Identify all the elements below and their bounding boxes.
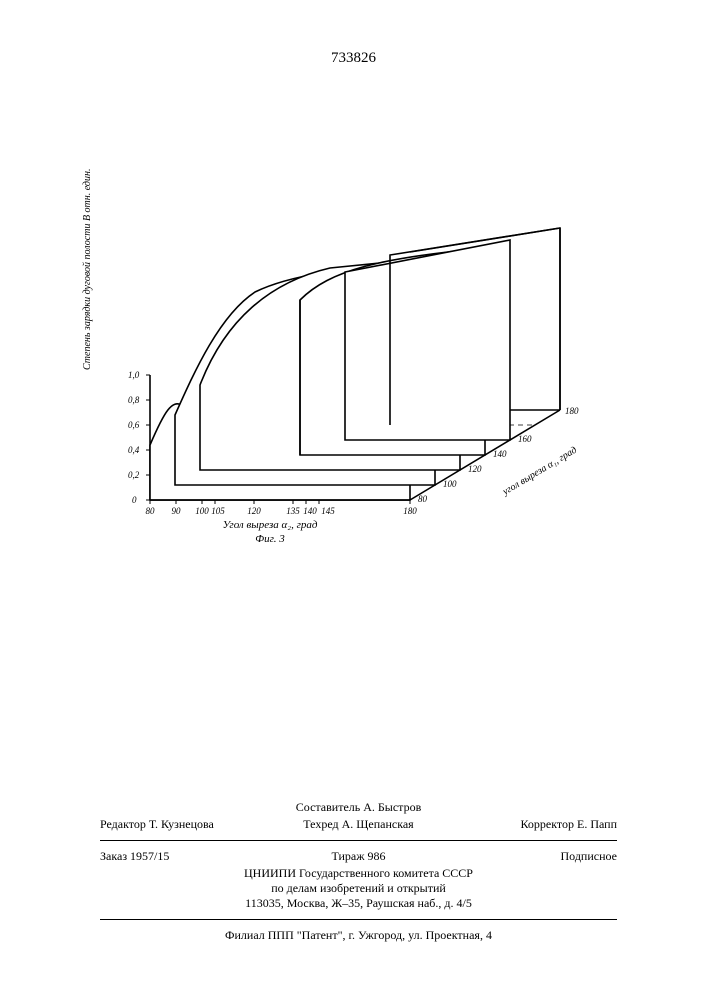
z-tick: 0,4 [128, 445, 140, 455]
x-tick: 145 [321, 506, 335, 516]
x-tick: 105 [211, 506, 225, 516]
y-axis-label: угол выреза α₁, град [500, 445, 579, 498]
z-tick: 1,0 [128, 370, 140, 380]
techred-credit: Техред А. Щепанская [271, 817, 447, 832]
x-tick: 90 [172, 506, 182, 516]
y-tick: 80 [418, 494, 428, 504]
x-tick: 135 [286, 506, 300, 516]
z-tick: 0 [132, 495, 137, 505]
x-tick: 180 [403, 506, 417, 516]
x-axis-label: Угол выреза α₂, град [223, 519, 318, 531]
x-tick: 140 [303, 506, 317, 516]
patent-number: 733826 [0, 50, 707, 67]
y-tick: 160 [518, 434, 532, 444]
org-line-3: 113035, Москва, Ж–35, Раушская наб., д. … [100, 896, 617, 911]
figure-label: Фиг. 3 [255, 533, 285, 545]
y-tick: 140 [493, 449, 507, 459]
x-tick: 80 [146, 506, 156, 516]
compiler-credit: Составитель А. Быстров [271, 800, 447, 815]
subscription: Подписное [446, 849, 617, 864]
document-footer: Составитель А. Быстров Редактор Т. Кузне… [100, 800, 617, 943]
y-tick: 100 [443, 479, 457, 489]
x-tick: 120 [247, 506, 261, 516]
divider [100, 840, 617, 841]
z-tick: 0,2 [128, 470, 140, 480]
z-tick: 0,6 [128, 420, 140, 430]
y-tick: 180 [565, 406, 579, 416]
corrector-credit: Корректор Е. Папп [446, 817, 617, 832]
org-line-1: ЦНИИПИ Государственного комитета СССР [100, 866, 617, 881]
figure-3-chart: 0 0,2 0,4 0,6 0,8 1,0 80 90 100 105 120 … [110, 200, 580, 570]
tirage: Тираж 986 [271, 849, 447, 864]
org-line-2: по делам изобретений и открытий [100, 881, 617, 896]
branch-line: Филиал ППП "Патент", г. Ужгород, ул. Про… [100, 928, 617, 943]
order-number: Заказ 1957/15 [100, 849, 271, 864]
z-axis-label: Степень зарядки дуговой полости В отн. е… [82, 169, 93, 370]
x-tick: 100 [195, 506, 209, 516]
editor-credit: Редактор Т. Кузнецова [100, 817, 271, 832]
y-tick: 120 [468, 464, 482, 474]
z-tick: 0,8 [128, 395, 140, 405]
divider [100, 919, 617, 920]
chart-svg: 0 0,2 0,4 0,6 0,8 1,0 80 90 100 105 120 … [110, 200, 580, 570]
